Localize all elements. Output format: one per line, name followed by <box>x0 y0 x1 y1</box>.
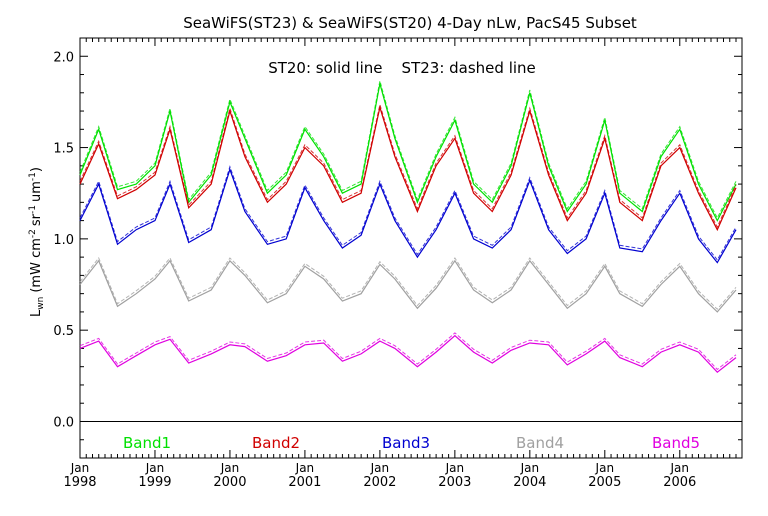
legend-label: Band5 <box>652 434 700 452</box>
series-line-st23 <box>79 257 737 310</box>
x-tick-year-label: 2006 <box>663 475 696 490</box>
x-tick-year-label: 2000 <box>213 475 246 490</box>
x-tick-month-label: Jan <box>520 461 540 475</box>
y-axis-label: Lwn(mW cm-2sr-1um-1) <box>28 167 46 317</box>
legend-label: Band2 <box>252 434 300 452</box>
series-band5 <box>79 332 737 374</box>
series-line-st23 <box>79 102 737 229</box>
x-tick-month-label: Jan <box>595 461 615 475</box>
x-tick-month-label: Jan <box>220 461 240 475</box>
series-line-st20 <box>79 259 737 313</box>
series-line-st23 <box>79 165 737 261</box>
y-tick-label: 2.0 <box>53 50 74 65</box>
x-tick-year-label: 1998 <box>63 475 96 490</box>
y-tick-label: 1.5 <box>53 142 74 157</box>
series-line-st23 <box>79 80 737 219</box>
x-tick-month-label: Jan <box>670 461 690 475</box>
legend-label: Band1 <box>123 434 171 452</box>
chart-title: SeaWiFS(ST23) & SeaWiFS(ST20) 4-Day nLw,… <box>183 14 637 32</box>
y-tick-label: 1.0 <box>53 233 74 248</box>
x-tick-year-label: 2004 <box>513 475 546 490</box>
x-tick-year-label: 2005 <box>588 475 621 490</box>
x-tick-year-label: 2001 <box>288 475 321 490</box>
plot-frame <box>79 37 743 459</box>
legend-label: Band4 <box>516 434 564 452</box>
series-line-st20 <box>79 167 737 264</box>
series-band1 <box>79 80 737 222</box>
legend-label: Band3 <box>382 434 430 452</box>
x-tick-month-label: Jan <box>370 461 390 475</box>
x-tick-month-label: Jan <box>145 461 165 475</box>
x-tick-year-label: 2002 <box>363 475 396 490</box>
x-tick-year-label: 1999 <box>138 475 171 490</box>
y-tick-label: 0.0 <box>53 415 74 430</box>
y-tick-label: 0.5 <box>53 324 74 339</box>
chart-annotation: ST20: solid line ST23: dashed line <box>268 59 536 77</box>
series-line-st20 <box>79 83 737 222</box>
x-tick-month-label: Jan <box>445 461 465 475</box>
series-band4 <box>79 257 737 313</box>
series-line-st20 <box>79 334 737 374</box>
x-tick-year-label: 2003 <box>438 475 471 490</box>
x-tick-month-label: Jan <box>70 461 90 475</box>
y-axis-label-text: Lwn(mW cm-2sr-1um-1) <box>28 167 46 317</box>
series-band2 <box>79 102 737 232</box>
series-band3 <box>79 165 737 264</box>
x-tick-month-label: Jan <box>295 461 315 475</box>
series-line-st23 <box>79 332 737 371</box>
series-line-st20 <box>79 105 737 232</box>
